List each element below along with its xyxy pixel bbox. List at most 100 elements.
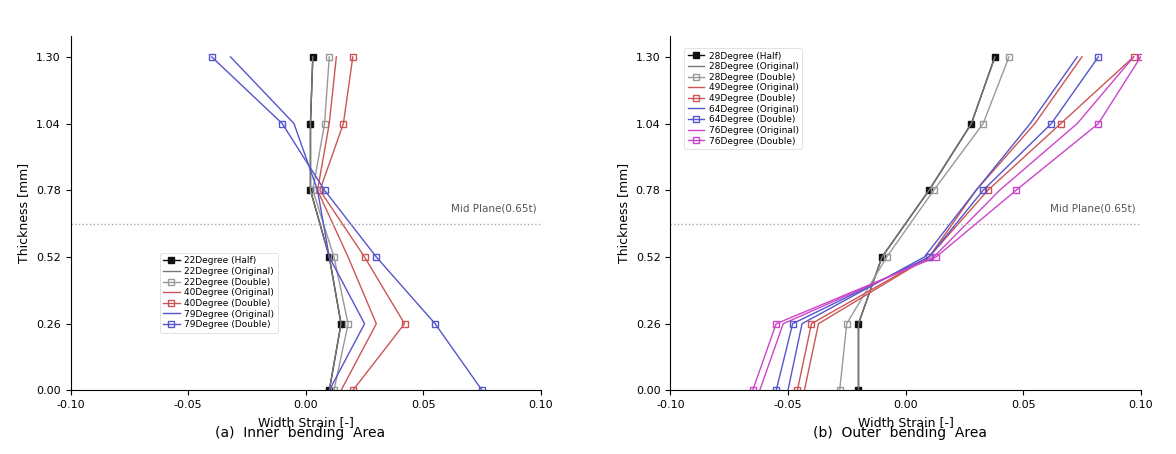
- 49Degree (Double): [804, 321, 818, 326]
- 64Degree (Original): [1070, 54, 1084, 59]
- 76Degree (Original): [776, 321, 790, 326]
- 64Degree (Double): [922, 254, 936, 260]
- 76Degree (Original): [753, 388, 767, 393]
- Line: 28Degree (Double): 28Degree (Double): [837, 54, 1011, 393]
- 64Degree (Original): [781, 388, 795, 393]
- 40Degree (Original): [329, 54, 343, 59]
- 28Degree (Original): [964, 121, 978, 126]
- 22Degree (Original): [303, 121, 318, 126]
- Text: (b)  Outer  bending  Area: (b) Outer bending Area: [813, 426, 987, 440]
- Line: 40Degree (Original): 40Degree (Original): [318, 57, 376, 390]
- 22Degree (Double): [322, 54, 336, 59]
- 76Degree (Original): [1070, 121, 1084, 126]
- 76Degree (Original): [927, 254, 941, 260]
- 49Degree (Double): [1054, 121, 1068, 126]
- 49Degree (Original): [797, 388, 811, 393]
- 22Degree (Half): [306, 54, 320, 59]
- X-axis label: Width Strain [-]: Width Strain [-]: [857, 416, 954, 429]
- Line: 49Degree (Original): 49Degree (Original): [804, 57, 1082, 390]
- 28Degree (Double): [1002, 54, 1016, 59]
- 76Degree (Double): [746, 388, 760, 393]
- 28Degree (Original): [922, 188, 936, 193]
- 40Degree (Double): [397, 321, 412, 326]
- 79Degree (Double): [275, 121, 289, 126]
- 76Degree (Double): [1009, 188, 1023, 193]
- 49Degree (Double): [981, 188, 995, 193]
- Line: 22Degree (Double): 22Degree (Double): [310, 54, 350, 393]
- 40Degree (Double): [358, 254, 372, 260]
- Line: 28Degree (Original): 28Degree (Original): [858, 57, 995, 390]
- Line: 64Degree (Original): 64Degree (Original): [788, 57, 1077, 390]
- Legend: 28Degree (Half), 28Degree (Original), 28Degree (Double), 49Degree (Original), 49: 28Degree (Half), 28Degree (Original), 28…: [684, 48, 802, 149]
- 64Degree (Double): [1091, 54, 1105, 59]
- 79Degree (Double): [369, 254, 383, 260]
- Legend: 22Degree (Half), 22Degree (Original), 22Degree (Double), 40Degree (Original), 40: 22Degree (Half), 22Degree (Original), 22…: [160, 253, 278, 333]
- Line: 76Degree (Original): 76Degree (Original): [760, 57, 1134, 390]
- 49Degree (Original): [969, 188, 983, 193]
- 79Degree (Original): [322, 388, 336, 393]
- 40Degree (Original): [369, 321, 383, 326]
- 28Degree (Original): [851, 388, 866, 393]
- 79Degree (Double): [475, 388, 489, 393]
- 40Degree (Double): [336, 121, 350, 126]
- 22Degree (Double): [327, 254, 341, 260]
- Line: 76Degree (Double): 76Degree (Double): [750, 54, 1143, 393]
- 49Degree (Double): [790, 388, 804, 393]
- 28Degree (Half): [851, 321, 866, 326]
- 40Degree (Original): [341, 254, 355, 260]
- 79Degree (Original): [310, 188, 325, 193]
- 28Degree (Double): [927, 188, 941, 193]
- 64Degree (Original): [795, 321, 809, 326]
- 64Degree (Double): [976, 188, 990, 193]
- 64Degree (Double): [769, 388, 783, 393]
- Y-axis label: Thickness [mm]: Thickness [mm]: [617, 163, 630, 263]
- 79Degree (Double): [318, 188, 332, 193]
- 22Degree (Half): [303, 188, 318, 193]
- 79Degree (Original): [223, 54, 238, 59]
- 28Degree (Half): [988, 54, 1002, 59]
- Line: 40Degree (Double): 40Degree (Double): [318, 54, 407, 393]
- 22Degree (Original): [334, 321, 348, 326]
- Line: 28Degree (Half): 28Degree (Half): [856, 54, 997, 393]
- Line: 49Degree (Double): 49Degree (Double): [795, 54, 1136, 393]
- 40Degree (Original): [322, 121, 336, 126]
- Line: 22Degree (Original): 22Degree (Original): [310, 57, 341, 390]
- 64Degree (Double): [786, 321, 800, 326]
- 28Degree (Half): [875, 254, 889, 260]
- 40Degree (Double): [346, 388, 360, 393]
- 76Degree (Double): [1091, 121, 1105, 126]
- 49Degree (Double): [922, 254, 936, 260]
- 22Degree (Half): [322, 388, 336, 393]
- 79Degree (Original): [322, 254, 336, 260]
- 79Degree (Double): [428, 321, 442, 326]
- Line: 79Degree (Original): 79Degree (Original): [230, 57, 365, 390]
- Text: Mid Plane(0.65t): Mid Plane(0.65t): [1050, 203, 1136, 213]
- 76Degree (Original): [993, 188, 1007, 193]
- 22Degree (Double): [306, 188, 320, 193]
- 28Degree (Double): [840, 321, 854, 326]
- 76Degree (Original): [1127, 54, 1141, 59]
- 49Degree (Original): [1075, 54, 1089, 59]
- 64Degree (Original): [1023, 121, 1037, 126]
- 28Degree (Original): [988, 54, 1002, 59]
- 79Degree (Double): [205, 54, 219, 59]
- 28Degree (Half): [964, 121, 978, 126]
- 76Degree (Double): [1134, 54, 1148, 59]
- 22Degree (Original): [303, 188, 318, 193]
- 40Degree (Double): [313, 188, 327, 193]
- Text: Mid Plane(0.65t): Mid Plane(0.65t): [450, 203, 536, 213]
- 22Degree (Double): [327, 388, 341, 393]
- 22Degree (Original): [322, 388, 336, 393]
- 76Degree (Double): [769, 321, 783, 326]
- 40Degree (Original): [334, 388, 348, 393]
- 22Degree (Double): [341, 321, 355, 326]
- 79Degree (Original): [287, 121, 301, 126]
- 64Degree (Original): [917, 254, 931, 260]
- 28Degree (Original): [875, 254, 889, 260]
- 28Degree (Double): [880, 254, 894, 260]
- 28Degree (Double): [976, 121, 990, 126]
- 28Degree (Original): [851, 321, 866, 326]
- 22Degree (Original): [322, 254, 336, 260]
- 28Degree (Half): [922, 188, 936, 193]
- 40Degree (Original): [310, 188, 325, 193]
